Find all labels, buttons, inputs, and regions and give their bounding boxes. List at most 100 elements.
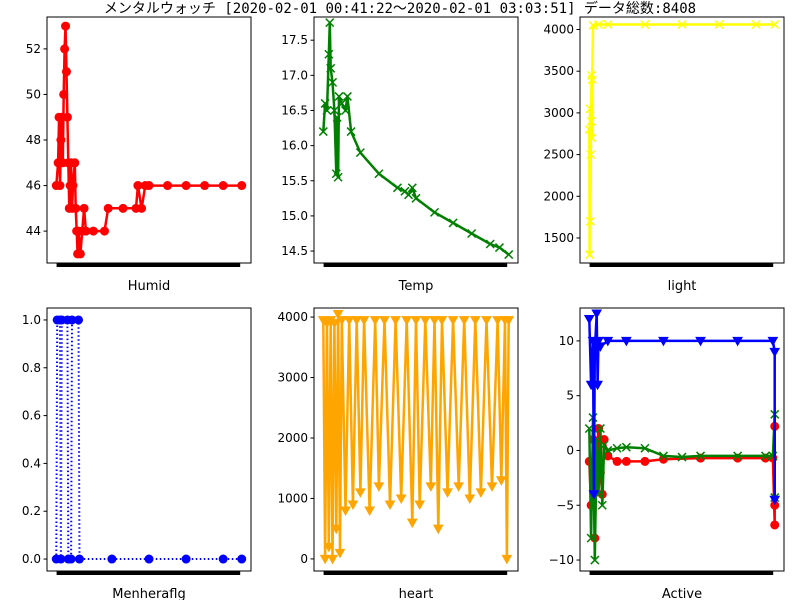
data-point-0-28 <box>419 316 431 326</box>
data-point-0-36 <box>458 316 470 326</box>
data-point-1-17 <box>760 451 770 461</box>
series-line-1 <box>588 413 776 562</box>
data-point-2-3 <box>588 490 600 500</box>
data-point-0-37 <box>181 181 191 191</box>
data-point-0-9 <box>332 112 342 123</box>
y-tick-label: 50 <box>26 87 41 101</box>
y-tick-label: 3000 <box>277 371 308 385</box>
data-point-0-28 <box>504 250 514 260</box>
y-tick-label: 2000 <box>277 431 308 445</box>
data-point-1-7 <box>597 500 607 510</box>
data-point-1-10 <box>612 443 622 453</box>
data-point-2-13 <box>732 336 743 347</box>
data-point-0-15 <box>355 488 366 498</box>
data-point-0-17 <box>364 506 375 517</box>
data-point-0-22 <box>390 316 401 326</box>
data-point-2-14 <box>767 336 779 347</box>
y-tick-label: −10 <box>549 553 574 567</box>
data-point-0-11 <box>621 456 631 466</box>
data-point-2-8 <box>595 342 606 352</box>
y-tick-label: 3000 <box>543 106 574 120</box>
data-point-0-40 <box>481 316 492 326</box>
series-line-0 <box>55 24 242 256</box>
data-point-0-14 <box>714 19 724 30</box>
data-point-0-15 <box>751 19 761 30</box>
data-point-0-30 <box>429 316 440 326</box>
data-point-0-13 <box>181 554 191 564</box>
data-point-0-3 <box>323 542 335 553</box>
data-point-0-26 <box>410 316 422 326</box>
data-point-0-11 <box>340 506 351 517</box>
subplot-menheraflg: 0.0 0.2 0.4 0.6 0.8 1.0 Menheraflg <box>22 307 252 600</box>
data-point-1-1 <box>586 533 596 543</box>
data-point-0-12 <box>640 19 650 30</box>
data-point-0-33 <box>442 488 453 498</box>
data-point-0-25 <box>79 203 89 213</box>
data-point-0-25 <box>467 228 477 239</box>
data-point-0-41 <box>486 482 498 492</box>
data-point-0-5 <box>327 554 338 565</box>
data-point-0-5 <box>326 63 336 73</box>
series-line-0 <box>322 312 510 561</box>
data-point-2-12 <box>695 336 706 347</box>
y-tick-label: 0.8 <box>22 361 41 375</box>
figure-title: メンタルウォッチ [2020-02-01 00:41:22～2020-02-01… <box>104 0 696 17</box>
data-point-0-20 <box>404 190 414 200</box>
data-point-0-2 <box>322 105 332 116</box>
data-point-0-37 <box>464 494 476 504</box>
data-point-0-28 <box>99 226 109 236</box>
data-point-1-13 <box>658 451 668 461</box>
plot-area <box>51 21 247 259</box>
data-point-0-35 <box>144 181 154 191</box>
y-tick-label: 1000 <box>277 491 308 505</box>
data-point-0-5 <box>586 116 596 126</box>
series-line-0 <box>322 21 510 256</box>
data-point-1-3 <box>590 555 600 565</box>
data-point-2-4 <box>589 347 601 358</box>
data-point-0-9 <box>74 315 84 325</box>
data-point-0-10 <box>333 172 343 182</box>
x-axis-label: Temp <box>398 279 434 294</box>
data-point-0-20 <box>379 316 390 326</box>
data-point-1-12 <box>640 443 650 453</box>
y-tick-label: 16.0 <box>281 139 308 153</box>
data-point-0-26 <box>81 226 91 236</box>
data-point-1-14 <box>677 452 687 462</box>
data-point-0-19 <box>373 482 385 492</box>
axes-frame <box>313 16 519 264</box>
axes-frame <box>46 307 252 572</box>
axes-frame <box>579 307 785 572</box>
data-point-0-4 <box>56 135 66 145</box>
data-point-0-21 <box>407 183 417 193</box>
data-point-1-16 <box>733 451 743 461</box>
data-point-0-40 <box>237 181 247 191</box>
data-point-0-7 <box>66 554 76 564</box>
data-point-0-18 <box>369 316 381 326</box>
data-point-0-1 <box>585 250 595 260</box>
data-point-0-34 <box>447 316 459 326</box>
y-tick-label: 1.0 <box>22 313 41 327</box>
data-point-0-16 <box>770 19 780 30</box>
data-point-2-9 <box>602 336 614 347</box>
data-point-0-38 <box>200 181 210 191</box>
data-point-0-27 <box>494 243 504 253</box>
data-point-0-29 <box>425 482 437 492</box>
data-point-0-10 <box>61 67 71 77</box>
plot-area <box>584 19 780 260</box>
data-point-0-3 <box>324 49 334 59</box>
data-point-0-10 <box>336 316 348 326</box>
data-point-0-25 <box>406 518 418 529</box>
data-point-0-21 <box>384 500 396 511</box>
series-line-2 <box>588 312 776 500</box>
data-point-2-11 <box>658 336 669 347</box>
data-point-1-9 <box>603 445 613 455</box>
data-point-1-15 <box>696 451 706 461</box>
data-point-0-8 <box>587 75 597 85</box>
data-point-0-12 <box>337 98 347 108</box>
data-point-0-23 <box>430 207 440 217</box>
data-point-0-27 <box>88 226 98 236</box>
subplot-humid: 44 46 48 50 52 Humid <box>26 16 252 294</box>
data-point-0-10 <box>594 19 604 30</box>
data-point-0-3 <box>56 554 66 564</box>
